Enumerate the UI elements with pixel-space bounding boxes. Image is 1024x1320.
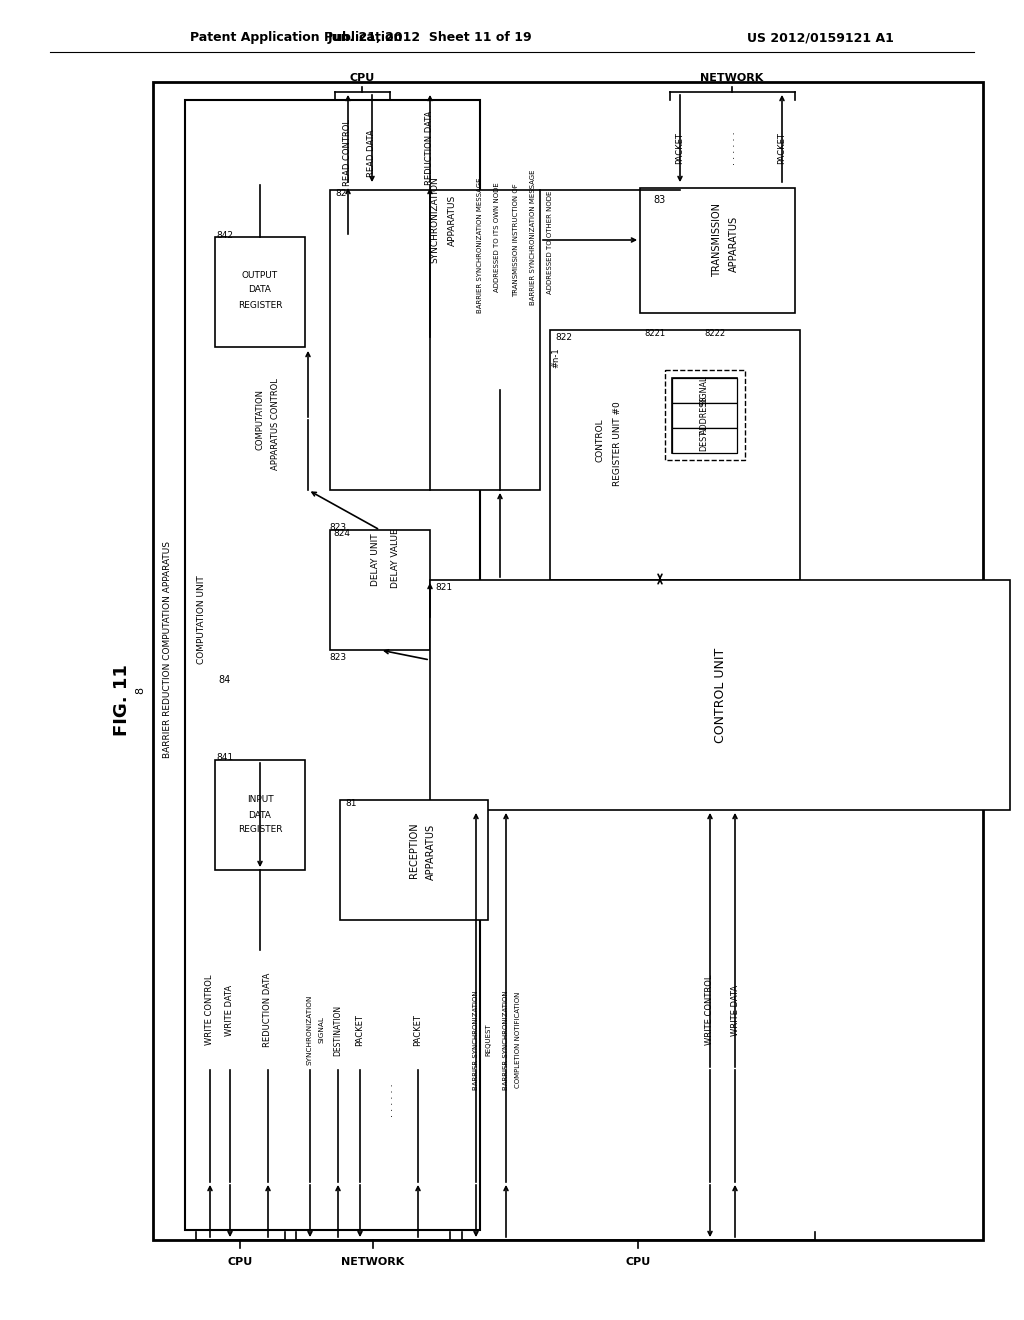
Text: TRANSMISSION INSTRUCTION OF: TRANSMISSION INSTRUCTION OF: [513, 183, 519, 297]
Text: APPARATUS CONTROL: APPARATUS CONTROL: [270, 378, 280, 470]
Text: BARRIER REDUCTION COMPUTATION APPARATUS: BARRIER REDUCTION COMPUTATION APPARATUS: [164, 541, 172, 759]
Text: 841: 841: [216, 754, 233, 763]
Text: ADDRESSED TO OTHER NODE: ADDRESSED TO OTHER NODE: [547, 190, 553, 293]
Text: CPU: CPU: [227, 1257, 253, 1267]
Text: DEST.: DEST.: [699, 429, 709, 451]
Text: CONTROL UNIT: CONTROL UNIT: [714, 647, 726, 743]
Text: 83: 83: [654, 195, 667, 205]
Bar: [340, 800, 488, 920]
Text: 821: 821: [435, 583, 453, 593]
Text: READ CONTROL: READ CONTROL: [343, 120, 352, 186]
Text: NETWORK: NETWORK: [341, 1257, 404, 1267]
Text: FIG. 11: FIG. 11: [113, 664, 131, 737]
Text: #n-1: #n-1: [552, 347, 560, 368]
Text: APPARATUS: APPARATUS: [447, 194, 457, 246]
Text: Patent Application Publication: Patent Application Publication: [190, 32, 402, 45]
Text: 823: 823: [330, 653, 346, 663]
Text: BARRIER SYNCHRONIZATION MESSAGE: BARRIER SYNCHRONIZATION MESSAGE: [477, 177, 483, 313]
Text: SIGNAL: SIGNAL: [699, 375, 709, 405]
Text: ADDRESS: ADDRESS: [699, 396, 709, 434]
Text: SYNCHRONIZATION: SYNCHRONIZATION: [307, 995, 313, 1065]
Text: WRITE CONTROL: WRITE CONTROL: [706, 974, 715, 1045]
Bar: [153, 82, 983, 1239]
Text: 8: 8: [135, 686, 145, 693]
Text: 81: 81: [345, 799, 356, 808]
Text: 8221: 8221: [644, 329, 666, 338]
Text: SYNCHRONIZATION: SYNCHRONIZATION: [430, 177, 439, 264]
Bar: [215, 760, 305, 870]
Text: CONTROL: CONTROL: [596, 418, 604, 462]
Text: PACKET: PACKET: [777, 132, 786, 164]
Bar: [430, 579, 1010, 810]
Text: REGISTER: REGISTER: [238, 301, 283, 309]
Text: COMPUTATION UNIT: COMPUTATION UNIT: [198, 576, 207, 664]
Text: TRANSMISSION: TRANSMISSION: [712, 203, 722, 277]
Text: REDUCTION DATA: REDUCTION DATA: [263, 973, 272, 1047]
Text: SIGNAL: SIGNAL: [319, 1016, 325, 1043]
Text: US 2012/0159121 A1: US 2012/0159121 A1: [746, 32, 893, 45]
Text: . . . . . .: . . . . . .: [385, 1084, 395, 1117]
Text: WRITE DATA: WRITE DATA: [730, 985, 739, 1036]
Text: BARRIER SYNCHRONIZATION: BARRIER SYNCHRONIZATION: [473, 990, 479, 1090]
Text: INPUT: INPUT: [247, 796, 273, 804]
Text: COMPUTATION: COMPUTATION: [256, 389, 264, 450]
Bar: [185, 100, 480, 1230]
Text: REGISTER UNIT #0: REGISTER UNIT #0: [612, 401, 622, 486]
Text: Jun. 21, 2012  Sheet 11 of 19: Jun. 21, 2012 Sheet 11 of 19: [328, 32, 532, 45]
Text: REGISTER: REGISTER: [238, 825, 283, 834]
Text: 823: 823: [330, 523, 346, 532]
Bar: [330, 190, 540, 490]
Text: . . . . . .: . . . . . .: [727, 131, 737, 165]
Text: PACKET: PACKET: [355, 1014, 365, 1045]
Text: 842: 842: [216, 231, 233, 239]
Text: 822: 822: [555, 334, 572, 342]
Bar: [550, 330, 800, 579]
Text: DATA: DATA: [249, 810, 271, 820]
Text: PACKET: PACKET: [414, 1014, 423, 1045]
Bar: [640, 187, 795, 313]
Text: REDUCTION DATA: REDUCTION DATA: [426, 111, 434, 185]
Text: DATA: DATA: [249, 285, 271, 294]
Text: 84: 84: [218, 675, 230, 685]
Bar: [665, 370, 745, 459]
Text: DELAY VALUE: DELAY VALUE: [390, 528, 399, 587]
Text: BARRIER SYNCHRONIZATION: BARRIER SYNCHRONIZATION: [503, 990, 509, 1090]
Text: NETWORK: NETWORK: [700, 73, 764, 83]
Text: APPARATUS: APPARATUS: [729, 216, 739, 272]
Text: 824: 824: [333, 528, 350, 537]
Text: CPU: CPU: [349, 73, 375, 83]
Text: BARRIER SYNCHRONIZATION MESSAGE: BARRIER SYNCHRONIZATION MESSAGE: [530, 169, 536, 305]
Text: ADDRESSED TO ITS OWN NODE: ADDRESSED TO ITS OWN NODE: [494, 182, 500, 292]
Text: OUTPUT: OUTPUT: [242, 271, 279, 280]
Text: DESTINATION: DESTINATION: [334, 1005, 342, 1056]
Text: COMPLETION NOTIFICATION: COMPLETION NOTIFICATION: [515, 991, 521, 1088]
Text: REQUEST: REQUEST: [485, 1024, 490, 1056]
Text: DELAY UNIT: DELAY UNIT: [371, 533, 380, 586]
Bar: [672, 378, 737, 453]
Text: RECEPTION: RECEPTION: [409, 822, 419, 878]
Text: WRITE DATA: WRITE DATA: [225, 985, 234, 1036]
Bar: [672, 428, 737, 453]
Text: PACKET: PACKET: [676, 132, 684, 164]
Bar: [215, 238, 305, 347]
Text: APPARATUS: APPARATUS: [426, 824, 436, 880]
Bar: [672, 403, 737, 428]
Bar: [330, 531, 430, 649]
Text: 8222: 8222: [705, 329, 726, 338]
Text: 82: 82: [335, 189, 346, 198]
Text: CPU: CPU: [626, 1257, 650, 1267]
Bar: [672, 378, 737, 403]
Text: WRITE CONTROL: WRITE CONTROL: [206, 974, 214, 1045]
Text: READ DATA: READ DATA: [368, 129, 377, 177]
